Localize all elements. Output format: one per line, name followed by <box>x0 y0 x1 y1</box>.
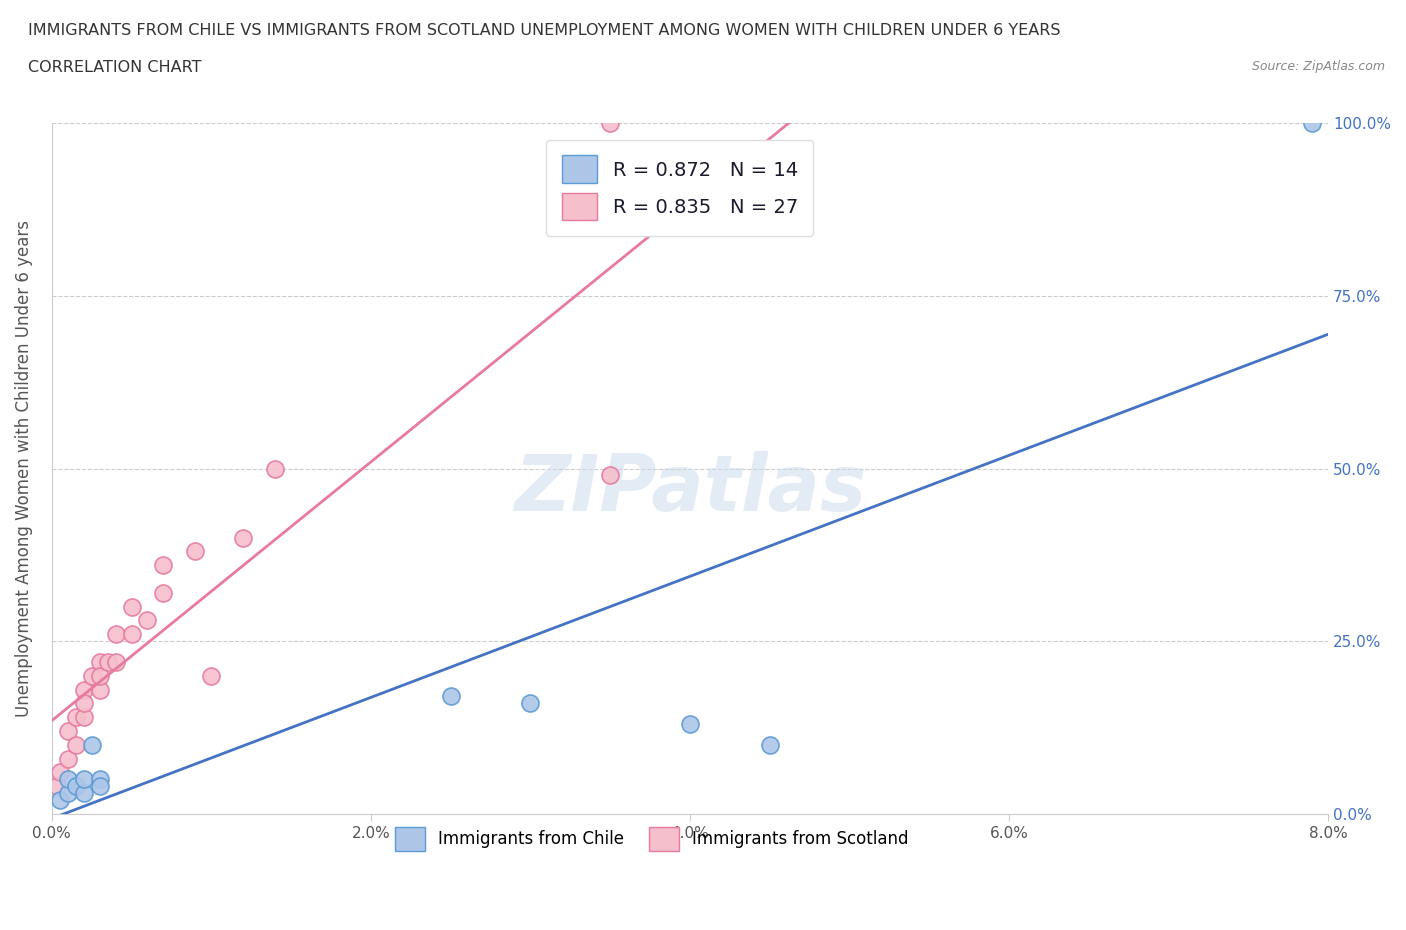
Text: CORRELATION CHART: CORRELATION CHART <box>28 60 201 75</box>
Point <box>1301 116 1323 131</box>
Point <box>89 682 111 697</box>
Point <box>599 468 621 483</box>
Point <box>73 772 96 787</box>
Y-axis label: Unemployment Among Women with Children Under 6 years: Unemployment Among Women with Children U… <box>15 220 32 717</box>
Point <box>65 710 87 724</box>
Point <box>264 461 287 476</box>
Point <box>679 717 702 732</box>
Point <box>80 669 103 684</box>
Point <box>65 737 87 752</box>
Point <box>121 627 143 642</box>
Point <box>104 655 127 670</box>
Point <box>519 696 541 711</box>
Point <box>152 585 174 600</box>
Point <box>73 710 96 724</box>
Point <box>73 696 96 711</box>
Point <box>73 682 96 697</box>
Point <box>56 786 79 801</box>
Point <box>121 599 143 614</box>
Point <box>599 116 621 131</box>
Legend: Immigrants from Chile, Immigrants from Scotland: Immigrants from Chile, Immigrants from S… <box>388 820 915 857</box>
Point <box>48 792 70 807</box>
Point <box>200 669 222 684</box>
Text: Source: ZipAtlas.com: Source: ZipAtlas.com <box>1251 60 1385 73</box>
Point <box>89 669 111 684</box>
Text: IMMIGRANTS FROM CHILE VS IMMIGRANTS FROM SCOTLAND UNEMPLOYMENT AMONG WOMEN WITH : IMMIGRANTS FROM CHILE VS IMMIGRANTS FROM… <box>28 23 1060 38</box>
Point <box>104 627 127 642</box>
Point <box>152 558 174 573</box>
Point <box>56 772 79 787</box>
Point <box>136 613 159 628</box>
Point <box>56 724 79 738</box>
Point <box>56 751 79 766</box>
Point <box>45 778 67 793</box>
Point <box>89 772 111 787</box>
Point <box>89 778 111 793</box>
Point <box>80 737 103 752</box>
Text: ZIPatlas: ZIPatlas <box>513 451 866 527</box>
Point <box>97 655 120 670</box>
Point <box>65 778 87 793</box>
Point <box>439 689 461 704</box>
Point <box>232 530 254 545</box>
Point <box>758 737 780 752</box>
Point <box>73 786 96 801</box>
Point <box>184 544 207 559</box>
Point <box>48 765 70 780</box>
Point <box>89 655 111 670</box>
